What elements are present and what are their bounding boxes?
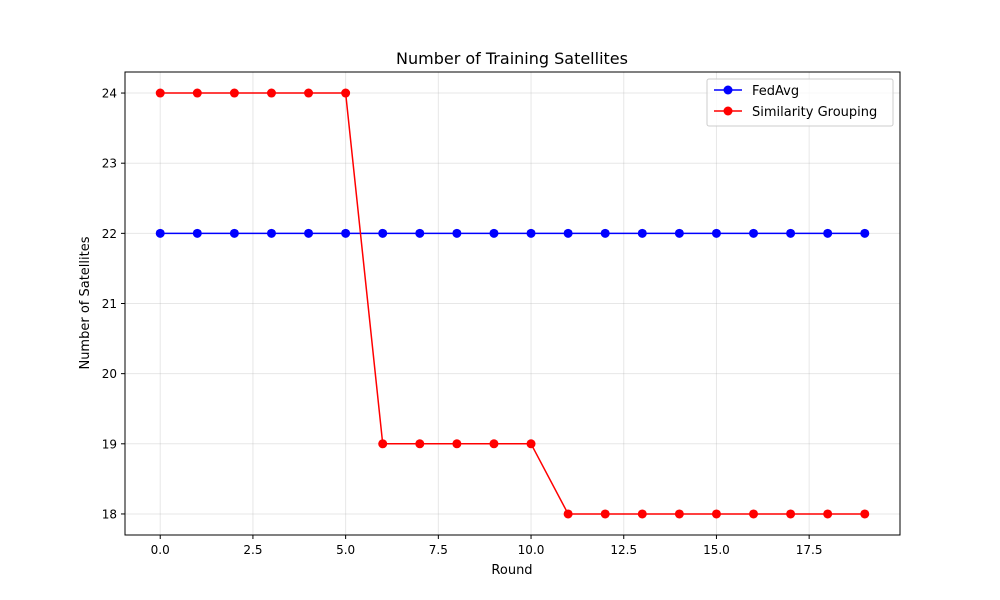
data-point-similarity-grouping xyxy=(600,509,610,519)
data-point-similarity-grouping xyxy=(415,439,425,449)
data-point-fedavg xyxy=(341,228,351,238)
legend-label-similarity-grouping: Similarity Grouping xyxy=(752,105,877,120)
x-tick-label: 7.5 xyxy=(429,543,448,557)
data-point-similarity-grouping xyxy=(637,509,647,519)
y-tick-label: 23 xyxy=(102,157,117,171)
data-point-fedavg xyxy=(526,228,536,238)
data-point-similarity-grouping xyxy=(526,439,536,449)
data-point-fedavg xyxy=(749,228,759,238)
legend-marker-similarity-grouping xyxy=(723,106,733,116)
y-tick-label: 22 xyxy=(102,227,117,241)
legend-label-fedavg: FedAvg xyxy=(752,84,799,99)
data-point-fedavg xyxy=(378,228,388,238)
data-point-fedavg xyxy=(489,228,499,238)
chart-title: Number of Training Satellites xyxy=(396,49,628,68)
data-point-similarity-grouping xyxy=(266,88,276,98)
data-point-fedavg xyxy=(192,228,202,238)
x-tick-label: 15.0 xyxy=(703,543,730,557)
data-point-fedavg xyxy=(415,228,425,238)
data-point-similarity-grouping xyxy=(860,509,870,519)
y-tick-label: 21 xyxy=(102,297,117,311)
legend-marker-fedavg xyxy=(723,85,733,95)
data-point-fedavg xyxy=(600,228,610,238)
data-point-similarity-grouping xyxy=(786,509,796,519)
data-point-similarity-grouping xyxy=(563,509,573,519)
data-point-fedavg xyxy=(711,228,721,238)
data-point-fedavg xyxy=(786,228,796,238)
series-fedavg xyxy=(155,228,870,238)
data-point-similarity-grouping xyxy=(711,509,721,519)
axis-ticks: 0.0 2.5 5.0 7.5 10.0 12.5 15.0 17.5 18 19 20 21 22 23… xyxy=(102,87,823,557)
data-point-fedavg xyxy=(860,228,870,238)
data-point-similarity-grouping xyxy=(823,509,833,519)
x-tick-label: 17.5 xyxy=(796,543,823,557)
legend-box xyxy=(706,78,894,127)
data-point-similarity-grouping xyxy=(452,439,462,449)
series-line-similarity-grouping xyxy=(160,92,865,515)
data-point-fedavg xyxy=(674,228,684,238)
x-tick-label: 12.5 xyxy=(610,543,637,557)
y-tick-label: 19 xyxy=(102,437,117,451)
series-similarity-grouping xyxy=(155,88,870,519)
x-tick-label: 5.0 xyxy=(336,543,355,557)
data-point-fedavg xyxy=(563,228,573,238)
y-tick-label: 24 xyxy=(102,87,117,101)
data-point-fedavg xyxy=(266,228,276,238)
data-point-similarity-grouping xyxy=(378,439,388,449)
data-point-fedavg xyxy=(304,228,314,238)
data-point-similarity-grouping xyxy=(749,509,759,519)
legend: FedAvg Similarity Grouping xyxy=(706,78,894,127)
data-point-similarity-grouping xyxy=(192,88,202,98)
data-point-similarity-grouping xyxy=(341,88,351,98)
data-point-fedavg xyxy=(823,228,833,238)
x-tick-label: 10.0 xyxy=(518,543,545,557)
data-point-similarity-grouping xyxy=(489,439,499,449)
y-tick-label: 18 xyxy=(102,507,117,521)
x-tick-label: 2.5 xyxy=(243,543,262,557)
x-axis-label: Round xyxy=(491,563,532,578)
data-point-similarity-grouping xyxy=(155,88,165,98)
data-point-fedavg xyxy=(452,228,462,238)
data-point-similarity-grouping xyxy=(229,88,239,98)
data-point-similarity-grouping xyxy=(674,509,684,519)
y-tick-label: 20 xyxy=(102,367,117,381)
data-point-similarity-grouping xyxy=(304,88,314,98)
data-point-fedavg xyxy=(637,228,647,238)
data-point-fedavg xyxy=(155,228,165,238)
series-layer xyxy=(155,88,870,519)
data-point-fedavg xyxy=(229,228,239,238)
x-tick-label: 0.0 xyxy=(151,543,170,557)
y-axis-label: Number of Satellites xyxy=(78,236,93,369)
plot-area xyxy=(125,72,900,535)
